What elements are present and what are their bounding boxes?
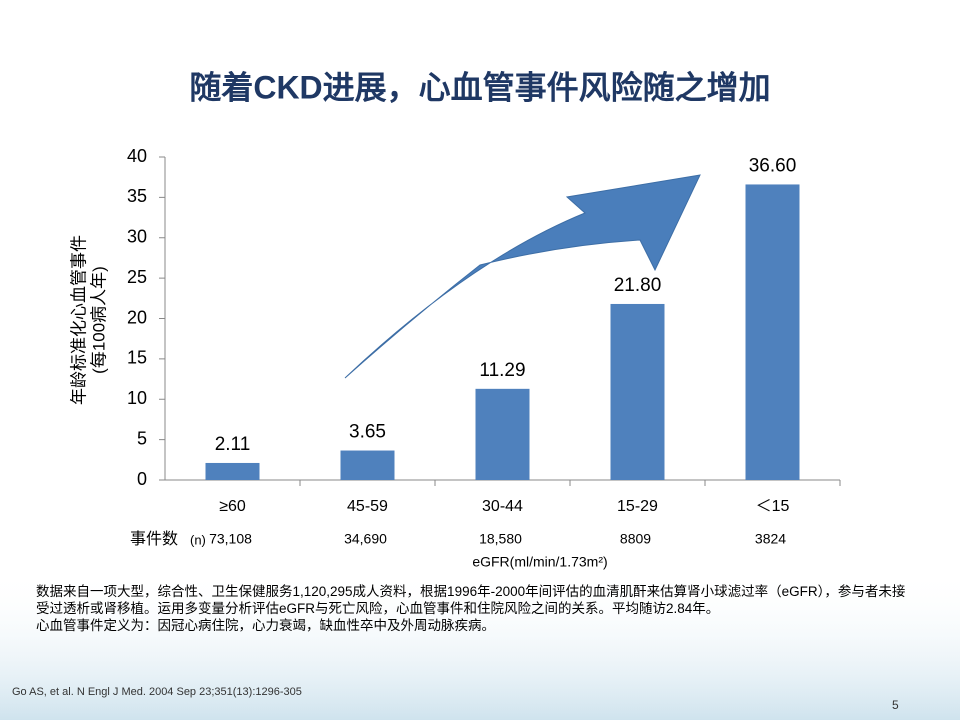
y-tick-label: 40 [127,146,147,166]
background-decoration [0,570,960,720]
notes: 数据来自一项大型，综合性、卫生保健服务1,120,295成人资料，根据1996年… [36,583,916,634]
event-count: 73,108 [209,531,252,547]
value-label: 3.65 [349,422,386,443]
y-tick-label: 15 [127,348,147,368]
x-tick-label: ＜15 [756,498,790,515]
value-label: 2.11 [215,434,251,455]
note: 心血管事件定义为：因冠心病住院，心力衰竭，缺血性卒中及外周动脉疾病。 [36,618,495,633]
bar [745,184,800,480]
value-label: 11.29 [479,360,525,381]
event-count: 18,580 [479,531,522,547]
page-number: 5 [892,698,899,712]
events-unit: (n) [190,532,206,547]
trend-arrow [344,174,701,379]
value-label: 21.80 [614,275,662,296]
y-tick-label: 30 [127,227,147,247]
y-axis-label: (每100病人年) [89,266,108,374]
event-count: 3824 [755,531,786,547]
value-label: 36.60 [749,155,797,176]
y-tick-label: 25 [127,267,147,287]
x-tick-label: 30-44 [482,498,523,515]
x-tick-label: 45-59 [347,498,388,515]
y-tick-label: 35 [127,186,147,206]
y-tick-label: 0 [137,469,147,489]
bar [475,388,530,480]
x-tick-label: ≥60 [219,498,246,515]
event-count: 8809 [620,531,651,547]
bar [610,303,665,480]
citation: Go AS, et al. N Engl J Med. 2004 Sep 23;… [12,686,302,698]
bar [205,462,260,480]
x-tick-label: 15-29 [617,498,658,515]
event-count: 34,690 [344,531,387,547]
events-label: 事件数 [130,530,178,548]
y-axis-label: 年龄标准化心血管事件 [69,235,88,405]
y-tick-label: 20 [127,307,147,327]
bar [340,450,395,480]
note: 数据来自一项大型，综合性、卫生保健服务1,120,295成人资料，根据1996年… [36,584,906,616]
y-tick-label: 10 [127,388,147,408]
chart-title: 随着CKD进展，心血管事件风险随之增加 [189,69,770,105]
x-axis-label: eGFR(ml/min/1.73m²) [472,554,607,570]
y-tick-label: 5 [137,428,147,448]
